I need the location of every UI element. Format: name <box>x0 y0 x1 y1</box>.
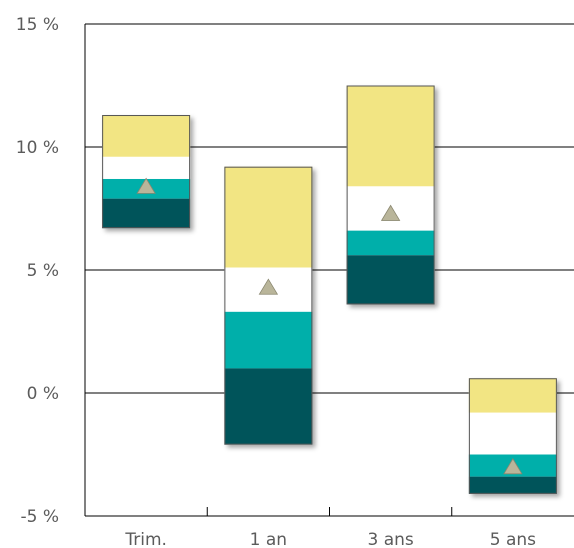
range-bar <box>102 115 190 228</box>
y-tick-label: 15 % <box>16 15 59 35</box>
segment-quartile-3 <box>224 312 312 369</box>
x-tick-label: 3 ans <box>367 530 413 548</box>
segment-quartile-1 <box>102 115 190 157</box>
segment-quartile-4 <box>102 199 190 229</box>
x-tick-label: Trim. <box>124 530 167 548</box>
x-axis-tick-labels: Trim. 1 an 3 ans 5 ans <box>124 530 536 548</box>
range-bar <box>469 378 557 494</box>
y-tick-label: 5 % <box>27 261 59 281</box>
x-tick-label: 1 an <box>250 530 287 548</box>
range-bar <box>224 167 312 445</box>
y-tick-label: 0 % <box>27 384 59 404</box>
segment-quartile-3 <box>347 231 435 256</box>
segment-quartile-4 <box>224 368 312 444</box>
x-tick-label: 5 ans <box>490 530 536 548</box>
y-tick-label: 10 % <box>16 138 59 158</box>
segment-quartile-1 <box>469 378 557 412</box>
range-bar <box>347 86 435 305</box>
segment-quartile-4 <box>347 255 435 304</box>
segment-quartile-1 <box>347 86 435 187</box>
y-axis-tick-labels: -5 % 0 % 5 % 10 % 15 % <box>16 15 59 527</box>
segment-quartile-2 <box>469 413 557 455</box>
segment-quartile-1 <box>224 167 312 268</box>
segment-quartile-2 <box>102 157 190 179</box>
segment-quartile-4 <box>469 477 557 494</box>
y-tick-label: -5 % <box>20 507 59 527</box>
